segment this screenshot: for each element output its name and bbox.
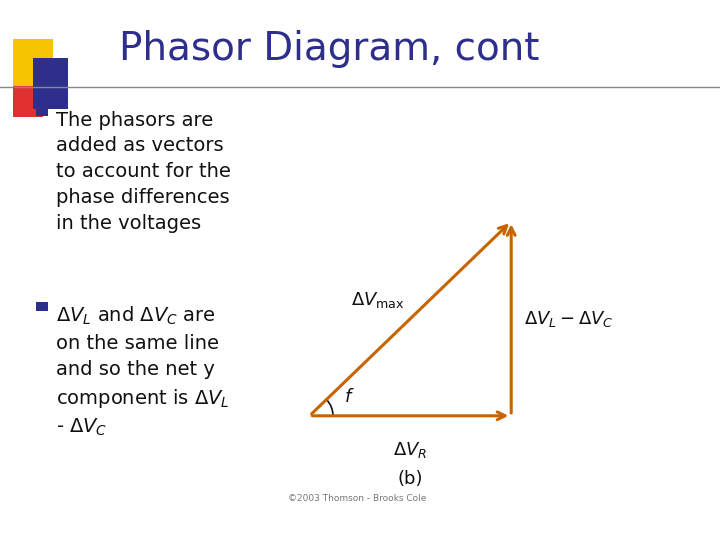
Text: (b): (b) xyxy=(397,470,423,488)
Text: $\Delta V_L-\Delta V_C$: $\Delta V_L-\Delta V_C$ xyxy=(524,308,613,329)
Bar xyxy=(33,58,68,109)
Text: $f$: $f$ xyxy=(344,388,355,406)
Text: $\Delta V_R$: $\Delta V_R$ xyxy=(393,440,428,460)
Bar xyxy=(13,86,43,117)
Bar xyxy=(36,108,48,116)
Text: $\Delta V_{\mathrm{max}}$: $\Delta V_{\mathrm{max}}$ xyxy=(351,291,405,310)
Text: Phasor Diagram, cont: Phasor Diagram, cont xyxy=(119,30,539,68)
Text: The phasors are
added as vectors
to account for the
phase differences
in the vol: The phasors are added as vectors to acco… xyxy=(56,111,231,233)
Text: ©2003 Thomson - Brooks Cole: ©2003 Thomson - Brooks Cole xyxy=(288,494,426,503)
Bar xyxy=(13,39,53,87)
Text: $\Delta V_L$ and $\Delta V_C$ are
on the same line
and so the net y
component is: $\Delta V_L$ and $\Delta V_C$ are on the… xyxy=(56,305,230,438)
Bar xyxy=(36,302,48,310)
